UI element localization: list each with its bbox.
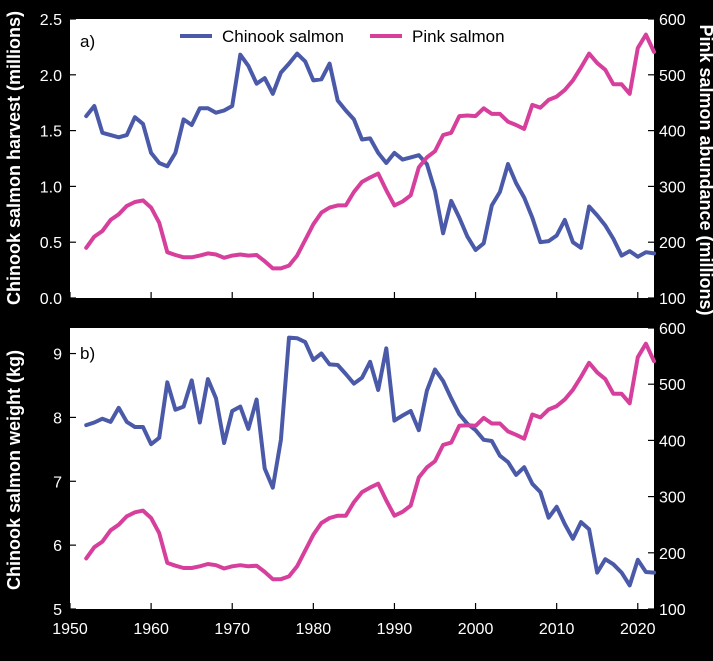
x-tick-label: 2020 xyxy=(620,621,656,638)
right-tick-label: 300 xyxy=(659,179,686,196)
legend-chinook-label: Chinook salmon xyxy=(222,27,344,46)
left-tick-label: 2.0 xyxy=(40,68,62,85)
right-tick-label: 500 xyxy=(659,68,686,85)
panel-a-series xyxy=(69,32,656,298)
panel-b: b) 5 6 7 8 9 100 200 300 400 500 600 Chinook salm… xyxy=(4,321,686,619)
panel-b-plot-area xyxy=(70,328,654,609)
right-tick-label: 500 xyxy=(659,377,686,394)
panel-b-label: b) xyxy=(80,344,95,363)
series-line-chinook-salmon xyxy=(84,51,656,259)
panel-a-right-ticks: 100 200 300 400 500 600 xyxy=(648,12,686,308)
panel-a-legend: Chinook salmon Pink salmon xyxy=(180,27,505,46)
panel-a: a) Chinook salmon Pink salmon 0.0 0.5 1.0 1… xyxy=(4,11,713,316)
left-tick-label: 1.0 xyxy=(40,179,62,196)
x-tick-label: 1960 xyxy=(133,621,169,638)
series-line-pink-salmon xyxy=(84,32,656,271)
left-tick-label: 2.5 xyxy=(40,12,62,29)
left-tick-label: 5 xyxy=(53,602,62,619)
left-tick-label: 8 xyxy=(53,410,62,427)
left-tick-label: 0.0 xyxy=(40,291,62,308)
x-tick-label: 1980 xyxy=(296,621,332,638)
right-tick-label: 200 xyxy=(659,235,686,252)
legend-pink-label: Pink salmon xyxy=(412,27,505,46)
left-tick-label: 6 xyxy=(53,538,62,555)
panel-b-left-ticks: 5 6 7 8 9 xyxy=(53,347,76,619)
right-tick-label: 600 xyxy=(659,12,686,29)
right-tick-label: 100 xyxy=(659,602,686,619)
right-tick-label: 300 xyxy=(659,490,686,507)
left-tick-label: 7 xyxy=(53,474,62,491)
right-tick-label: 400 xyxy=(659,124,686,141)
right-tick-label: 400 xyxy=(659,433,686,450)
panel-a-right-axis-label: Pink salmon abundance (millions) xyxy=(696,24,713,315)
x-axis-ticks: 1950 1960 1970 1980 1990 2000 2010 2020 xyxy=(52,621,655,638)
panel-b-right-ticks: 100 200 300 400 500 600 xyxy=(648,321,686,619)
x-tick-label: 2010 xyxy=(539,621,575,638)
x-tick-label: 1990 xyxy=(377,621,413,638)
panel-b-series xyxy=(69,335,656,609)
x-tick-label: 2000 xyxy=(458,621,494,638)
panel-a-label: a) xyxy=(80,32,95,51)
left-tick-label: 9 xyxy=(53,347,62,364)
left-tick-label: 1.5 xyxy=(40,124,62,141)
series-line-chinook-salmon xyxy=(84,335,656,588)
x-tick-label: 1970 xyxy=(214,621,250,638)
left-tick-label: 0.5 xyxy=(40,235,62,252)
series-line-pink-salmon xyxy=(84,341,656,582)
right-tick-label: 200 xyxy=(659,546,686,563)
panel-b-left-axis-label: Chinook salmon weight (kg) xyxy=(4,350,24,590)
right-tick-label: 100 xyxy=(659,291,686,308)
right-tick-label: 600 xyxy=(659,321,686,338)
x-tick-label: 1950 xyxy=(52,621,88,638)
panel-a-left-ticks: 0.0 0.5 1.0 1.5 2.0 2.5 xyxy=(40,12,76,308)
panel-a-left-axis-label: Chinook salmon harvest (millions) xyxy=(4,11,24,305)
